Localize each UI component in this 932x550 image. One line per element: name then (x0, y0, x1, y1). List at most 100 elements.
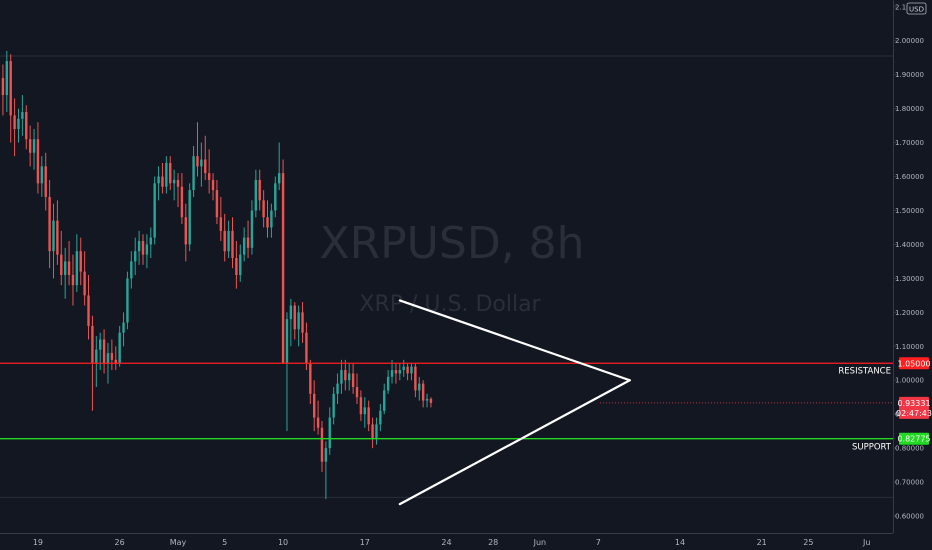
candle-body (332, 393, 335, 418)
candle-body (67, 261, 71, 275)
time-tick-label: 14 (675, 538, 685, 547)
candle-body (340, 370, 343, 384)
support-axis-label: 0.82775 (897, 435, 930, 444)
candle-body (363, 407, 366, 415)
time-tick-label: 17 (360, 538, 370, 547)
symmetrical-triangle[interactable] (398, 299, 631, 506)
candle-body (379, 410, 382, 425)
candle-body (305, 332, 308, 364)
candle-body (355, 387, 359, 398)
horizontal-levels[interactable]: RESISTANCE SUPPORT (0, 362, 904, 453)
candle-body (141, 241, 145, 255)
candle-body (28, 139, 32, 153)
candle-body (153, 183, 156, 238)
candle-body (277, 173, 281, 184)
candle-body (44, 166, 47, 197)
time-tick-label: 5 (222, 538, 227, 547)
candle-body (344, 370, 347, 381)
candle-body (250, 210, 254, 248)
time-axis-panel[interactable] (0, 533, 932, 550)
candle-body (258, 179, 261, 201)
candle-body (52, 220, 55, 252)
candle-body (126, 278, 129, 323)
candle-body (204, 159, 207, 174)
price-tick-label: 2.00000 (895, 37, 924, 45)
time-tick-label: May (170, 538, 187, 547)
time-tick-label: 10 (278, 538, 288, 547)
candle-body (301, 312, 304, 333)
candle-body (254, 179, 258, 211)
resistance-annotation: RESISTANCE (838, 366, 891, 376)
candle-body (192, 156, 195, 191)
candle-body (414, 366, 417, 391)
candle-body (40, 166, 44, 184)
candle-body (351, 373, 355, 388)
time-tick-label: 25 (803, 538, 813, 547)
candle-body (200, 159, 203, 167)
candle-body (383, 390, 386, 411)
time-tick-label: 19 (33, 538, 43, 547)
candle-body (1, 78, 5, 96)
time-tick-label: Jun (533, 538, 547, 547)
price-tick-label: 1.60000 (895, 173, 924, 181)
price-tick-label: 0.80000 (895, 445, 924, 453)
candle-body (21, 112, 24, 119)
price-tick-label: 1.10000 (895, 343, 924, 351)
candle-body (371, 424, 374, 438)
candle-body (172, 179, 176, 184)
candle-body (285, 319, 289, 364)
candle-body (246, 237, 250, 248)
candle-body (227, 230, 230, 252)
candle-body (25, 112, 28, 140)
currency-badge-label: USD (909, 6, 924, 14)
candle-body (406, 366, 409, 374)
candle-body (262, 200, 265, 218)
candle-body (270, 210, 273, 228)
candle-body (297, 312, 300, 330)
watermark-name: XRP / U.S. Dollar (359, 292, 541, 317)
candle-body (145, 244, 149, 255)
candle-body (130, 261, 133, 279)
candle-body (375, 424, 378, 438)
price-tick-label: 1.00000 (895, 377, 924, 385)
candle-body (56, 220, 59, 255)
candle-body (98, 339, 102, 350)
price-tick-label: 1.40000 (895, 241, 924, 249)
candle-body (394, 370, 398, 374)
candle-body (425, 398, 429, 401)
price-tick-label: 1.90000 (895, 71, 924, 79)
price-axis-panel[interactable] (893, 0, 932, 533)
resistance-axis-label: 1.05000 (897, 359, 930, 368)
time-tick-label: Ju (862, 538, 870, 547)
candle-body (336, 383, 339, 394)
candle-body (235, 258, 238, 275)
candle-body (242, 237, 246, 255)
candle-body (118, 332, 121, 364)
candle-body (114, 359, 117, 364)
watermark-symbol: XRPUSD, 8h (319, 218, 584, 269)
candle-body (188, 190, 191, 245)
candle-body (312, 393, 316, 418)
candle-body (418, 383, 421, 391)
candle-body (95, 349, 98, 364)
candle-body (293, 305, 296, 330)
candle-body (223, 230, 226, 252)
candle-body (421, 383, 425, 401)
time-tick-label: 24 (441, 538, 451, 547)
price-tick-label: 1.70000 (895, 139, 924, 147)
candle-body (48, 196, 51, 252)
candle-body (207, 173, 211, 180)
candle-body (63, 261, 67, 275)
time-tick-label: 21 (757, 538, 767, 547)
resistance-axis-label-bg (899, 357, 929, 370)
support-axis-label-bg (899, 432, 929, 445)
candle-body (176, 179, 180, 187)
candle-body (161, 176, 164, 187)
candle-body (309, 363, 312, 394)
candle-body (5, 61, 9, 96)
candle-body (359, 397, 363, 415)
price-tick-label: 1.80000 (895, 105, 924, 113)
currency-badge[interactable]: USD (906, 2, 927, 15)
